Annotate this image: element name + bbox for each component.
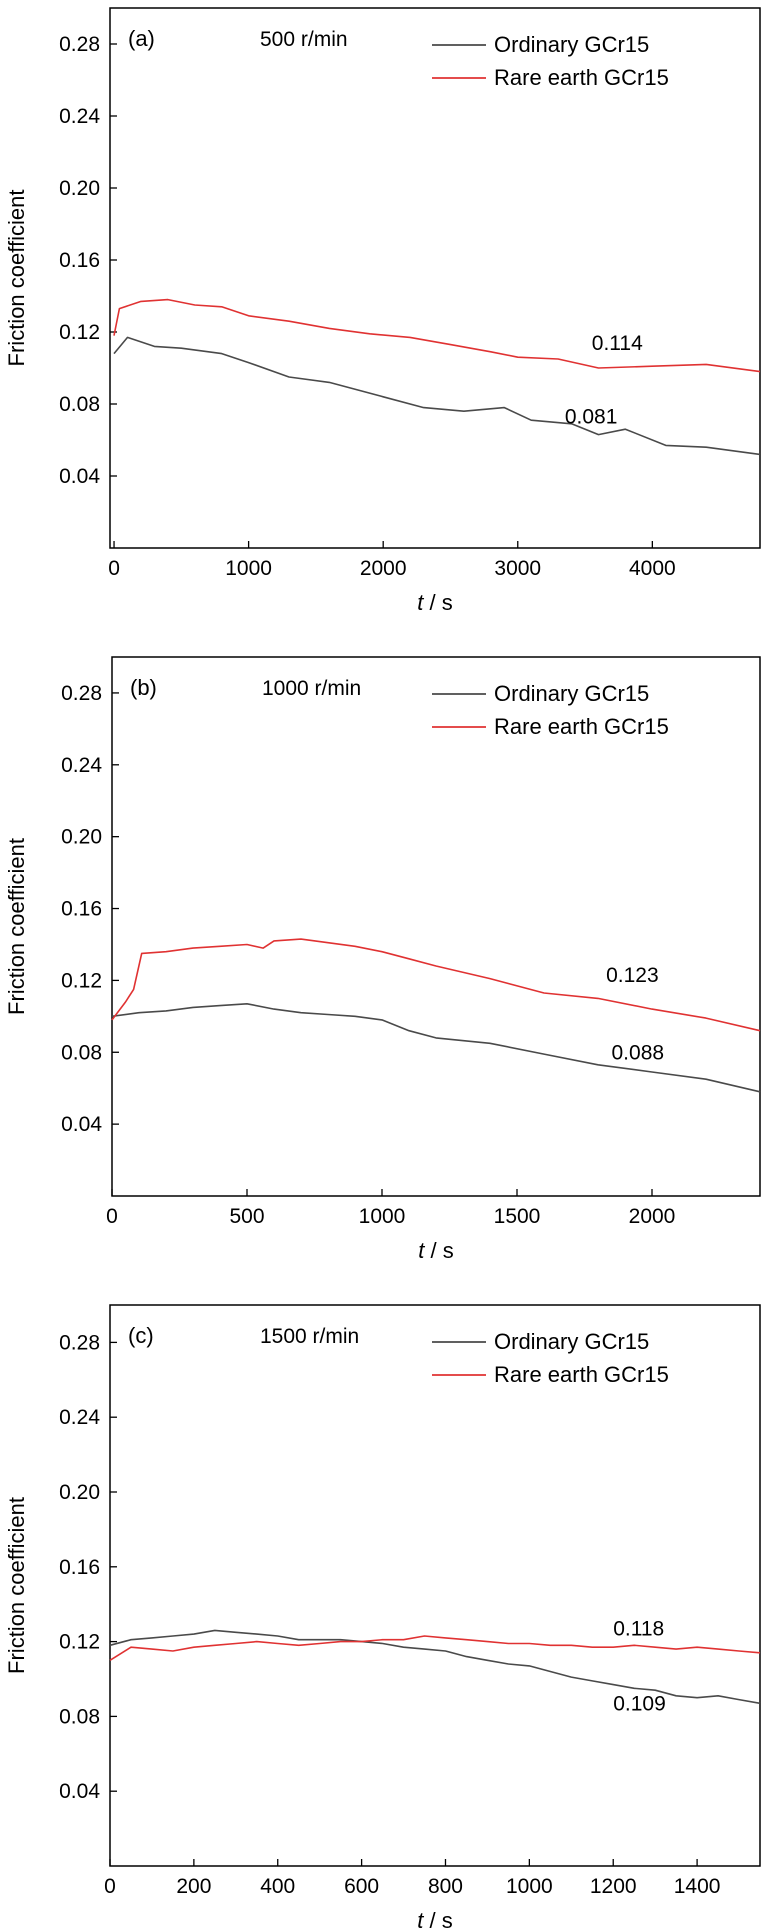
y-tick-label: 0.24: [59, 105, 100, 128]
y-tick-label: 0.20: [61, 826, 102, 849]
x-tick-label: 800: [428, 1875, 463, 1898]
y-tick-label: 0.20: [59, 177, 100, 200]
legend-label: Rare earth GCr15: [494, 1362, 669, 1387]
y-tick-label: 0.04: [59, 465, 100, 488]
value-annotation: 0.088: [612, 1041, 665, 1064]
x-tick-label: 1000: [506, 1875, 553, 1898]
legend-label: Rare earth GCr15: [494, 65, 669, 90]
panel-c: 0.04 0.08 0.12 0.16 0.20 0.24 0.28 0 200 400 600 80…: [4, 1304, 761, 1931]
series-line-rare-earth: [113, 298, 761, 373]
y-tick-label: 0.28: [61, 682, 102, 705]
x-tick-label: 2000: [360, 557, 407, 580]
x-tick-label: 4000: [629, 557, 676, 580]
y-axis-label: Friction coefficient: [4, 190, 29, 367]
value-annotation: 0.118: [613, 1618, 664, 1641]
panel-label: (c): [128, 1323, 154, 1348]
y-axis-label: Friction coefficient: [4, 1497, 29, 1674]
x-axis-label: t / s: [418, 1238, 453, 1263]
legend-label: Ordinary GCr15: [494, 681, 649, 706]
x-tick-label: 1500: [494, 1205, 541, 1228]
x-axis-label-unit: / s: [424, 1238, 453, 1263]
x-tick-label: 0: [108, 557, 120, 580]
x-axis-label-unit: / s: [423, 590, 452, 615]
x-tick-label: 400: [260, 1875, 295, 1898]
panel-b: 0.04 0.08 0.12 0.16 0.20 0.24 0.28 0 500 1000 1500…: [4, 656, 761, 1263]
x-tick-label: 1400: [674, 1875, 721, 1898]
plot-frame: [109, 7, 761, 549]
y-tick-label: 0.04: [61, 1113, 102, 1136]
y-tick-label: 0.08: [59, 393, 100, 416]
x-axis-label-symbol: t: [418, 1238, 425, 1263]
speed-label: 1500 r/min: [260, 1325, 359, 1348]
speed-label: 1000 r/min: [262, 677, 361, 700]
series-line-ordinary: [113, 336, 761, 456]
value-annotation: 0.109: [613, 1692, 666, 1715]
y-tick-label: 0.16: [61, 898, 102, 921]
y-tick-label: 0.16: [59, 249, 100, 272]
value-annotation: 0.114: [592, 332, 643, 355]
x-axis-label: t / s: [417, 1908, 452, 1931]
x-tick-label: 0: [106, 1205, 118, 1228]
legend-label: Ordinary GCr15: [494, 1329, 649, 1354]
value-annotation: 0.123: [606, 964, 659, 987]
x-tick-label: 1200: [590, 1875, 637, 1898]
y-tick-label: 0.28: [59, 33, 100, 56]
x-axis-label: t / s: [417, 590, 452, 615]
x-tick-label: 500: [229, 1205, 264, 1228]
y-axis-label: Friction coefficient: [4, 838, 29, 1015]
y-tick-label: 0.08: [61, 1041, 102, 1064]
y-tick-label: 0.12: [61, 969, 102, 992]
plot-frame: [109, 1304, 761, 1867]
series-line-ordinary: [109, 1629, 761, 1705]
x-axis-label-unit: / s: [423, 1908, 452, 1931]
x-tick-label: 3000: [494, 557, 541, 580]
x-tick-label: 0: [104, 1875, 116, 1898]
y-tick-label: 0.24: [59, 1406, 100, 1429]
series-line-rare-earth: [109, 1635, 761, 1661]
y-tick-label: 0.08: [59, 1705, 100, 1728]
legend-label: Rare earth GCr15: [494, 714, 669, 739]
panel-label: (b): [130, 675, 157, 700]
x-axis-label-symbol: t: [417, 590, 424, 615]
value-annotation: 0.081: [565, 406, 618, 429]
y-tick-label: 0.04: [59, 1780, 100, 1803]
panel-label: (a): [128, 26, 155, 51]
x-tick-label: 2000: [629, 1205, 676, 1228]
y-tick-label: 0.12: [59, 1631, 100, 1654]
legend-label: Ordinary GCr15: [494, 32, 649, 57]
y-tick-label: 0.16: [59, 1556, 100, 1579]
y-tick-label: 0.28: [59, 1331, 100, 1354]
x-tick-label: 1000: [359, 1205, 406, 1228]
x-axis-label-symbol: t: [417, 1908, 424, 1931]
panel-a: 0.04 0.08 0.12 0.16 0.20 0.24 0.28 0 1000 2000 300…: [4, 7, 761, 615]
series-line-ordinary: [111, 1003, 761, 1093]
x-tick-label: 600: [344, 1875, 379, 1898]
y-tick-label: 0.12: [59, 321, 100, 344]
series-line-rare-earth: [111, 938, 761, 1032]
x-tick-label: 200: [176, 1875, 211, 1898]
speed-label: 500 r/min: [260, 28, 348, 51]
y-tick-label: 0.20: [59, 1481, 100, 1504]
plot-frame: [111, 656, 761, 1197]
x-tick-label: 1000: [225, 557, 272, 580]
y-tick-label: 0.24: [61, 754, 102, 777]
